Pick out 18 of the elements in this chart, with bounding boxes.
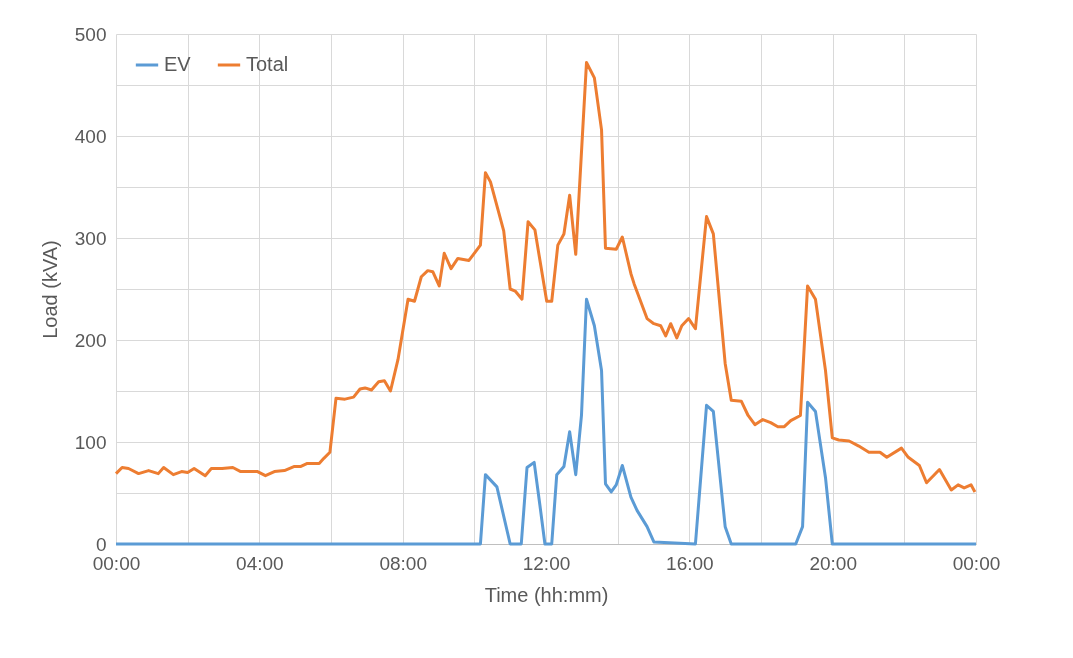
x-tick-label: 20:00: [809, 552, 857, 574]
x-tick-label: 12:00: [522, 552, 571, 574]
x-axis-title: Time (hh:mm): [484, 583, 609, 606]
x-tick-label: 08:00: [379, 552, 427, 574]
x-tick-label: 04:00: [236, 552, 284, 574]
y-tick-label: 400: [74, 125, 107, 147]
y-axis-title: Load (kVA): [38, 240, 61, 339]
y-tick-label: 300: [74, 227, 107, 249]
y-tick-label: 0: [95, 533, 107, 555]
legend-label: EV: [164, 53, 192, 75]
y-tick-label: 200: [74, 329, 107, 351]
line-series: [114, 297, 978, 546]
x-tick-label: 16:00: [666, 552, 714, 574]
x-tick-label: 00:00: [92, 552, 141, 574]
y-tick-label: 500: [74, 23, 107, 45]
x-tick-label: 00:00: [952, 552, 1001, 574]
y-tick-label: 100: [74, 431, 107, 453]
legend-label: Total: [246, 53, 289, 75]
